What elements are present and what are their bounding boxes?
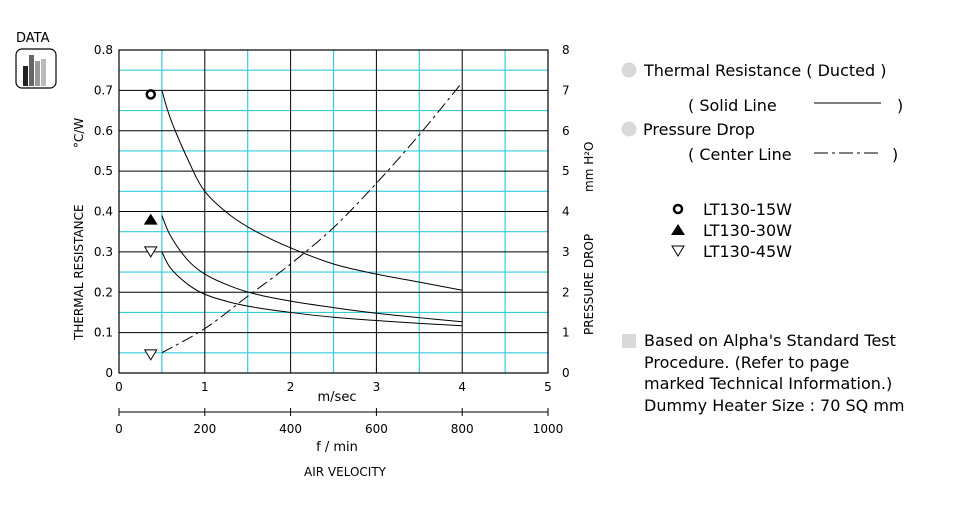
x-tick-label: 3 (373, 380, 381, 394)
y-left-tick-label: 0.2 (94, 285, 113, 299)
note-line: Procedure. (Refer to page (644, 353, 850, 372)
series-markers (143, 89, 158, 361)
y-left-tick-label: 0.8 (94, 43, 113, 57)
legend-bullet (621, 62, 637, 78)
x-tick-label: 5 (544, 380, 552, 394)
note-line: marked Technical Information.) (644, 374, 893, 393)
y-left-axis-label: THERMAL RESISTANCE (72, 204, 86, 341)
bar-chart-icon-bar (41, 59, 46, 86)
y-left-tick-label: 0.3 (94, 245, 113, 259)
y-right-tick-label: 6 (562, 124, 570, 138)
x-axis-title: AIR VELOCITY (304, 465, 387, 479)
legend-symbols (671, 203, 685, 257)
x2-tick-label: 200 (193, 422, 216, 436)
legend-bullet (621, 121, 637, 137)
x-axis-label: m/sec (318, 390, 357, 405)
note-line: Based on Alpha's Standard Test (644, 331, 896, 350)
series-marker (145, 89, 156, 100)
y-left-tick-label: 0 (105, 366, 113, 380)
legend-symbol (671, 245, 685, 257)
bar-chart-icon-bar (29, 55, 34, 86)
y-right-tick-label: 7 (562, 83, 570, 97)
note-bullet (622, 334, 636, 348)
series-curves (161, 81, 463, 354)
x2-tick-label: 0 (115, 422, 123, 436)
x2-tick-label: 1000 (533, 422, 564, 436)
y-right-tick-label: 5 (562, 164, 570, 178)
legend-symbol (671, 224, 685, 235)
y-right-axis-label: PRESSURE DROP (582, 234, 596, 335)
y-left-axis-unit: °C/W (72, 118, 86, 148)
plot-frame (118, 49, 549, 374)
bar-chart-icon-bar (35, 61, 40, 86)
x2-tick-label: 400 (279, 422, 302, 436)
y-right-tick-label: 8 (562, 43, 570, 57)
legend-model-label: LT130-15W (703, 200, 792, 219)
legend-center-line-close: ) (892, 145, 899, 164)
thermal-resistance-curve (161, 90, 463, 291)
thermal-resistance-curve (161, 251, 463, 327)
note-line: Dummy Heater Size : 70 SQ mm (644, 396, 905, 415)
y-right-tick-label: 4 (562, 205, 570, 219)
x-tick-label: 4 (458, 380, 466, 394)
y-left-tick-label: 0.5 (94, 164, 113, 178)
bar-chart-icon-bar (23, 66, 28, 86)
series-marker (143, 246, 158, 258)
y-left-tick-label: 0.7 (94, 83, 113, 97)
data-badge-label: DATA (16, 31, 50, 46)
legend-solid-line-close: ) (897, 96, 904, 115)
series-marker (143, 349, 158, 361)
legend-thermal-title: Thermal Resistance ( Ducted ) (644, 61, 887, 80)
x2-tick-marks: 0 200 400 600 800 1000 (115, 408, 563, 436)
x2-tick-label: 600 (365, 422, 388, 436)
x-tick-label: 0 (115, 380, 123, 394)
x-tick-label: 1 (201, 380, 209, 394)
y-right-tick-label: 3 (562, 245, 570, 259)
y-left-tick-label: 0.1 (94, 326, 113, 340)
major-gridlines (118, 49, 549, 374)
series-marker (143, 213, 158, 225)
pressure-drop-curve (161, 81, 463, 354)
data-badge: DATA (15, 31, 57, 89)
y-left-tick-label: 0.6 (94, 124, 113, 138)
legend-symbol (672, 203, 684, 215)
x2-axis-label: f / min (316, 440, 358, 455)
legend-solid-line-open: ( Solid Line (688, 96, 777, 115)
legend-model-label: LT130-45W (703, 242, 792, 261)
y-left-tick-label: 0.4 (94, 205, 113, 219)
legend-center-line-open: ( Center Line (688, 145, 792, 164)
thermal-resistance-curve (161, 215, 463, 323)
y-right-tick-label: 2 (562, 285, 570, 299)
legend-pressure-title: Pressure Drop (643, 120, 755, 139)
minor-gridlines (119, 50, 548, 373)
legend-model-label: LT130-30W (703, 221, 792, 240)
y-right-tick-label: 0 (562, 366, 570, 380)
y-right-axis-unit: mm H²O (582, 142, 596, 192)
x-tick-label: 2 (287, 380, 295, 394)
x2-tick-label: 800 (451, 422, 474, 436)
y-right-tick-label: 1 (562, 326, 570, 340)
